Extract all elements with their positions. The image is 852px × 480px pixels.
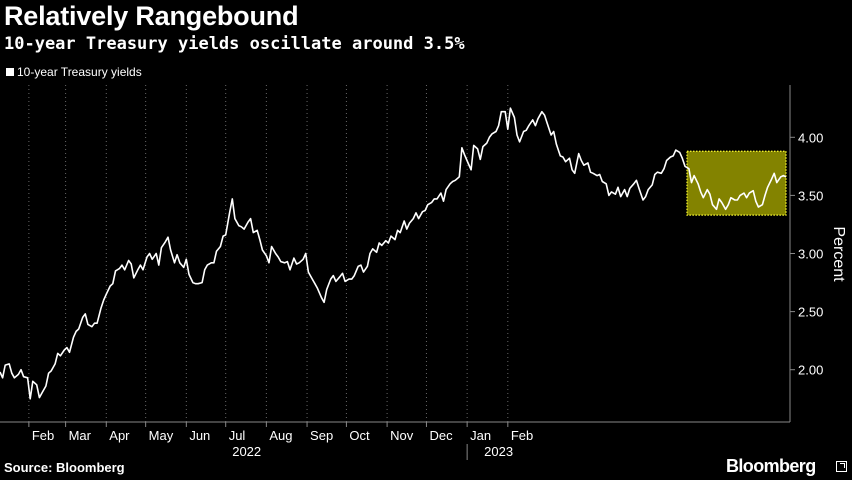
x-tick-label: Apr	[109, 428, 130, 443]
x-tick-label: Oct	[349, 428, 370, 443]
legend: 10-year Treasury yields	[6, 65, 142, 79]
y-tick-label: 3.00	[798, 247, 823, 262]
year-label-2022: 2022	[232, 444, 261, 459]
x-tick-label: Feb	[511, 428, 533, 443]
y-tick-label: 4.00	[798, 130, 823, 145]
legend-label: 10-year Treasury yields	[17, 65, 142, 79]
x-tick-label: Jun	[189, 428, 210, 443]
y-axis-label: Percent	[830, 226, 847, 282]
legend-swatch	[6, 68, 14, 76]
y-tick-label: 3.50	[798, 188, 823, 203]
y-tick-label: 2.00	[798, 363, 823, 378]
x-tick-label: Sep	[310, 428, 333, 443]
x-tick-label: Aug	[269, 428, 292, 443]
x-tick-label: Jul	[229, 428, 246, 443]
y-axis: 2.00 2.50 3.00 3.50 4.00	[789, 85, 823, 422]
external-link-icon	[836, 461, 847, 472]
x-tick-label: Mar	[69, 428, 92, 443]
x-axis: Feb Mar Apr May Jun Jul Aug Sep Oct Nov Dec Jan Feb2…	[0, 421, 790, 460]
x-tick-label: May	[149, 428, 174, 443]
year-label-2023: 2023	[484, 444, 513, 459]
x-tick-label: Dec	[429, 428, 453, 443]
x-tick-label: Feb	[32, 428, 54, 443]
chart-title: Relatively Rangebound	[4, 1, 299, 31]
series-line-10y-yield	[0, 107, 787, 400]
source-note: Source: Bloomberg	[4, 460, 125, 475]
range-highlight-box	[686, 150, 787, 216]
chart-subtitle: 10-year Treasury yields oscillate around…	[4, 34, 465, 54]
x-tick-label: Nov	[390, 428, 414, 443]
bloomberg-logo: Bloomberg	[726, 456, 816, 476]
y-tick-label: 2.50	[798, 305, 823, 320]
grid-lines	[28, 85, 509, 422]
x-tick-label: Jan	[470, 428, 491, 443]
